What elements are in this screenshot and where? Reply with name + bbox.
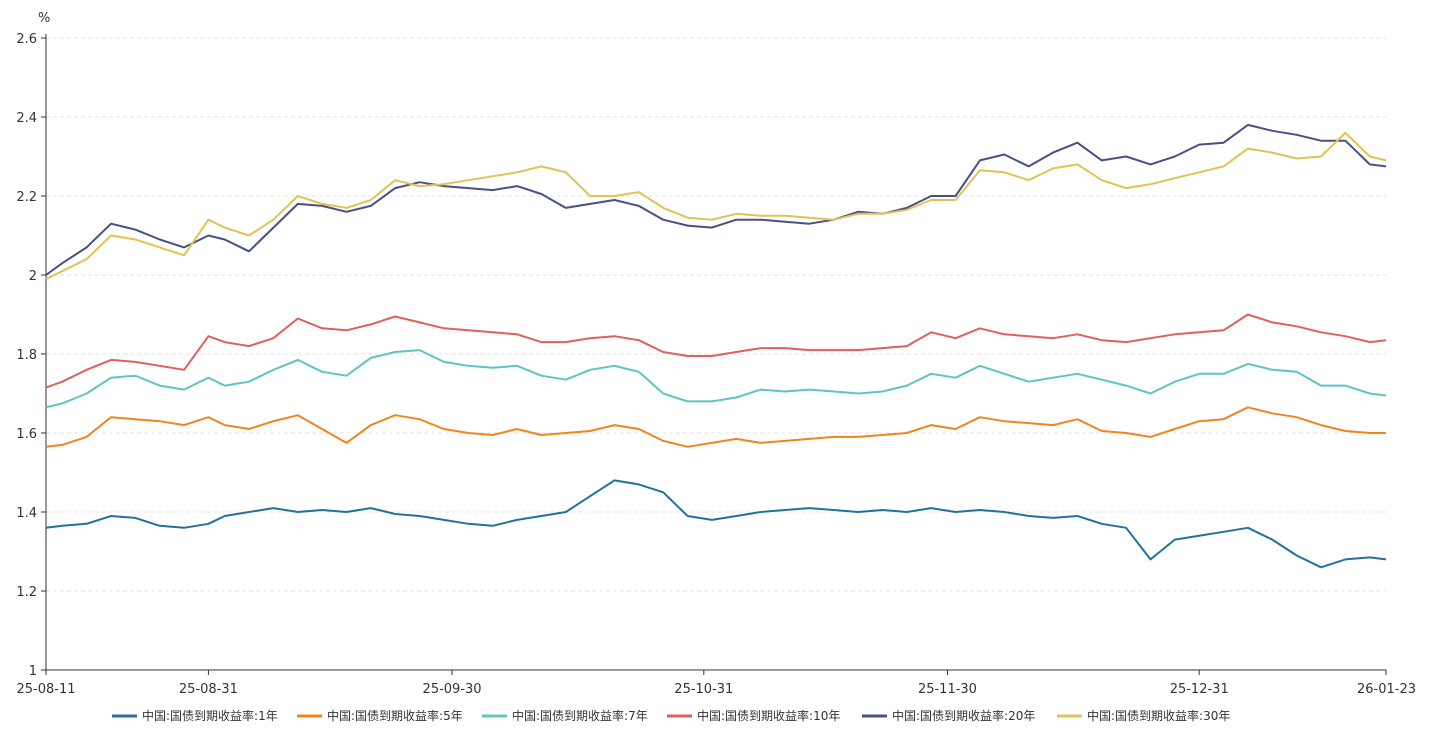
x-tick-label: 25-08-31 [179, 682, 238, 697]
x-tick-label: 25-09-30 [423, 682, 482, 697]
legend-label: 中国:国债到期收益率:7年 [512, 708, 648, 723]
y-tick-label: 1.8 [16, 348, 37, 363]
y-tick-label: 2 [29, 269, 37, 284]
legend-item-4[interactable]: 中国:国债到期收益率:10年 [667, 708, 840, 723]
legend-label: 中国:国债到期收益率:1年 [142, 708, 278, 723]
series-lines [45, 123, 1387, 569]
legend-item-1[interactable]: 中国:国债到期收益率:1年 [112, 708, 278, 723]
legend-item-3[interactable]: 中国:国债到期收益率:7年 [482, 708, 648, 723]
series-line-1[interactable] [45, 479, 1387, 569]
series-line-6[interactable] [45, 131, 1387, 280]
legend-item-6[interactable]: 中国:国债到期收益率:30年 [1057, 708, 1230, 723]
x-tick-label: 26-01-23 [1357, 682, 1416, 697]
y-tick-label: 1.2 [16, 585, 37, 600]
series-line-2[interactable] [45, 406, 1386, 448]
legend-item-5[interactable]: 中国:国债到期收益率:20年 [862, 708, 1035, 723]
y-tick-label: 1.6 [16, 427, 37, 442]
y-gridlines [46, 37, 1386, 592]
y-tick-label: 2.2 [16, 190, 37, 205]
y-axis-unit-label: % [38, 11, 50, 26]
x-tick-label: 25-12-31 [1170, 682, 1229, 697]
axes: 1 1.2 1.4 1.6 1.8 2 2.2 2.4 2.6 25-08-11 25-08-31 2… [16, 32, 1416, 697]
x-tick-label: 25-10-31 [674, 682, 733, 697]
legend-label: 中国:国债到期收益率:30年 [1087, 708, 1230, 723]
series-line-5[interactable] [45, 123, 1387, 276]
legend-label: 中国:国债到期收益率:20年 [892, 708, 1035, 723]
legend: 中国:国债到期收益率:1年 中国:国债到期收益率:5年 中国:国债到期收益率:7年 中… [112, 708, 1230, 723]
x-tick-label: 25-11-30 [918, 682, 977, 697]
legend-label: 中国:国债到期收益率:10年 [697, 708, 840, 723]
legend-label: 中国:国债到期收益率:5年 [327, 708, 463, 723]
y-tick-label: 1 [29, 664, 37, 679]
series-line-3[interactable] [45, 349, 1387, 409]
legend-item-2[interactable]: 中国:国债到期收益率:5年 [297, 708, 463, 723]
y-tick-label: 1.4 [16, 506, 37, 521]
y-tick-label: 2.6 [16, 32, 37, 47]
x-tick-label: 25-08-11 [16, 682, 75, 697]
series-line-4[interactable] [45, 313, 1387, 389]
y-tick-label: 2.4 [16, 111, 37, 126]
